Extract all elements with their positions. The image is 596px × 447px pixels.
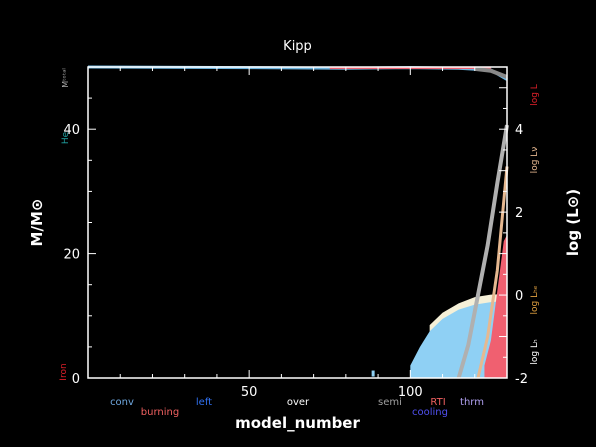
legend-rti: RTI <box>430 397 445 408</box>
log-l-label: log L <box>530 84 540 106</box>
x-axis-label: model_number <box>235 414 360 432</box>
convection-speck <box>371 370 375 377</box>
chart-title: Kipp <box>283 39 312 54</box>
y-tick-label: 20 <box>63 248 80 263</box>
log-lh-label: log Lₕ <box>530 339 540 365</box>
y-tick-label: 40 <box>63 123 80 138</box>
y2-tick-label: 4 <box>515 123 523 138</box>
y-tick-label: 0 <box>72 372 80 387</box>
y2-axis-label: log (L⊙) <box>564 189 582 256</box>
log-lhe-label: log Lₕₑ <box>530 285 540 314</box>
y2-tick-label: -2 <box>515 372 528 387</box>
legend-over: over <box>287 397 310 408</box>
x-tick-label: 100 <box>398 385 423 400</box>
y2-tick-label: 2 <box>515 206 523 221</box>
iron-label: Iron <box>59 363 69 380</box>
legend-burning: burning <box>141 407 179 418</box>
legend-thrm: thrm <box>460 397 484 408</box>
y-axis-label: M/M⊙ <box>28 199 46 247</box>
legend-left: left <box>196 397 212 408</box>
x-tick-label: 50 <box>241 385 258 400</box>
top-right-line <box>474 66 508 79</box>
y2-tick-label: 0 <box>515 289 523 304</box>
he-label: He <box>61 131 71 144</box>
log-lnu-line <box>476 166 509 379</box>
legend-conv: conv <box>110 397 134 408</box>
legend-semi: semi <box>378 397 402 408</box>
legend-cooling: cooling <box>412 407 448 418</box>
mtotal-label: Mᵗᵒᵗᵃˡ <box>61 68 70 87</box>
burning-region <box>484 234 507 378</box>
log-l-line <box>456 124 509 379</box>
log-lnu-label: log Lν <box>530 147 540 174</box>
